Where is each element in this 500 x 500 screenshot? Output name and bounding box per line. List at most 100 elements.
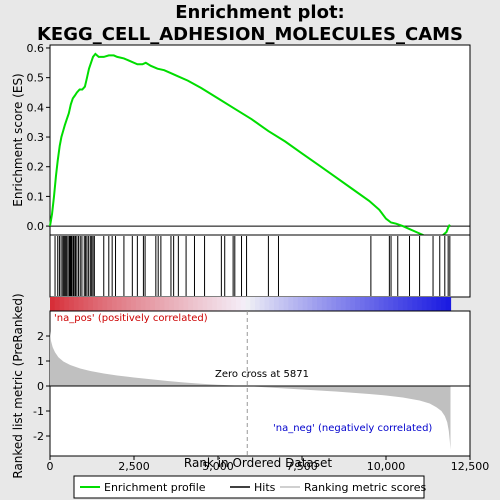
rank-band-segment	[369, 297, 375, 311]
metric-y-tick-label: 1	[37, 355, 44, 368]
metric-y-axis-label: Ranked list metric (PreRanked)	[11, 293, 25, 478]
plot-title-line1: Enrichment plot:	[175, 2, 345, 23]
rank-band-segment	[188, 297, 194, 311]
rank-band-segment	[245, 297, 251, 311]
metric-x-axis: 0 2,500 5,000 7,500 10,000 12,500	[47, 456, 490, 473]
rank-band-segment	[140, 297, 146, 311]
rank-band-segment	[340, 297, 347, 311]
rank-band-segment	[445, 297, 452, 311]
rank-band-segment	[154, 297, 161, 311]
rank-band-segment	[264, 297, 270, 311]
rank-band-segment	[407, 297, 413, 311]
x-tick-label: 12,500	[451, 460, 490, 473]
rank-band-segment	[350, 297, 356, 311]
rank-band-segment	[131, 297, 137, 311]
hits-panel-frame	[49, 234, 471, 298]
rank-band-segment	[307, 297, 313, 311]
legend-metric-label: Ranking metric scores	[304, 481, 426, 494]
es-y-tick-label: 0.6	[27, 42, 45, 55]
enrichment-profile-line	[49, 52, 451, 241]
rank-band-segment	[173, 297, 180, 311]
rank-band-segment	[126, 297, 132, 311]
es-y-tick-label: 0.5	[27, 72, 45, 85]
rank-band-segment	[402, 297, 409, 311]
rank-band-segment	[326, 297, 332, 311]
x-tick-label: 0	[47, 460, 54, 473]
negative-correlation-label: 'na_neg' (negatively correlated)	[273, 423, 432, 434]
es-y-tick-label: 0.0	[27, 220, 45, 233]
rank-band-segment	[183, 297, 189, 311]
x-tick-label: 7,500	[286, 460, 318, 473]
rank-band-segment	[412, 297, 418, 311]
rank-band-segment	[393, 297, 399, 311]
x-tick-label: 2,500	[118, 460, 150, 473]
es-y-tick-label: 0.3	[27, 131, 45, 144]
rank-band-segment	[417, 297, 423, 311]
metric-y-tick-label: 2	[37, 330, 44, 343]
rank-band-segment	[336, 297, 342, 311]
rank-band-segment	[159, 297, 166, 311]
rank-band-segment	[207, 297, 213, 311]
rank-band-segment	[73, 297, 80, 311]
rank-band-segment	[250, 297, 256, 311]
rank-band-segment	[440, 297, 447, 311]
rank-band-segment	[92, 297, 99, 311]
rank-band-segment	[235, 297, 242, 311]
es-y-tick-label: 0.1	[27, 190, 45, 203]
rank-band-segment	[288, 297, 294, 311]
rank-band-segment	[216, 297, 223, 311]
rank-band-segment	[331, 297, 337, 311]
rank-band-segment	[431, 297, 437, 311]
metric-y-axis: -2 -1 0 1 2	[33, 330, 50, 443]
rank-band-segment	[83, 297, 89, 311]
rank-band-segment	[398, 297, 404, 311]
rank-band-segment	[283, 297, 289, 311]
legend-hits-label: Hits	[254, 481, 276, 494]
rank-band-segment	[297, 297, 304, 311]
rank-band-segment	[359, 297, 366, 311]
rank-band-segment	[50, 297, 56, 311]
positive-correlation-label: 'na_pos' (positively correlated)	[54, 313, 208, 324]
es-y-tick-label: 0.4	[27, 101, 45, 114]
rank-band-segment	[107, 297, 113, 311]
metric-y-tick-label: -1	[33, 405, 44, 418]
rank-band-segment	[231, 297, 237, 311]
rank-band-segment	[69, 297, 75, 311]
rank-band-segment	[111, 297, 118, 311]
ranking-metric-area	[50, 331, 451, 450]
rank-band-segment	[221, 297, 228, 311]
zero-cross-label: Zero cross at 5871	[215, 369, 309, 380]
rank-band-segment	[364, 297, 371, 311]
rank-band-segment	[426, 297, 433, 311]
rank-band-segment	[374, 297, 380, 311]
rank-band-segment	[383, 297, 390, 311]
rank-band-segment	[388, 297, 394, 311]
rank-band-segment	[178, 297, 185, 311]
rank-band-segment	[274, 297, 280, 311]
rank-band-segment	[226, 297, 232, 311]
rank-band-segment	[269, 297, 275, 311]
rank-band-segment	[355, 297, 361, 311]
rank-band-segment	[345, 297, 351, 311]
rank-band-segment	[54, 297, 61, 311]
rank-band-segment	[293, 297, 299, 311]
es-panel-frame	[49, 44, 471, 236]
rank-band-segment	[78, 297, 84, 311]
rank-band-segment	[145, 297, 151, 311]
es-y-axis-label: Enrichment score (ES)	[11, 73, 25, 206]
rank-band-segment	[116, 297, 123, 311]
rank-band-segment	[97, 297, 104, 311]
rank-band-segment	[102, 297, 108, 311]
rank-band-segment	[302, 297, 309, 311]
es-y-tick-label: 0.2	[27, 161, 45, 174]
rank-band-segment	[259, 297, 266, 311]
rank-band-segment	[64, 297, 70, 311]
rank-band-segment	[312, 297, 318, 311]
rank-band-segment	[321, 297, 328, 311]
x-tick-label: 10,000	[367, 460, 406, 473]
rank-band-segment	[202, 297, 208, 311]
rank-band-segment	[169, 297, 175, 311]
rank-color-band	[50, 297, 452, 311]
es-y-axis: 0.0 0.1 0.2 0.3 0.4 0.5 0.6	[27, 42, 50, 233]
rank-band-segment	[317, 297, 323, 311]
